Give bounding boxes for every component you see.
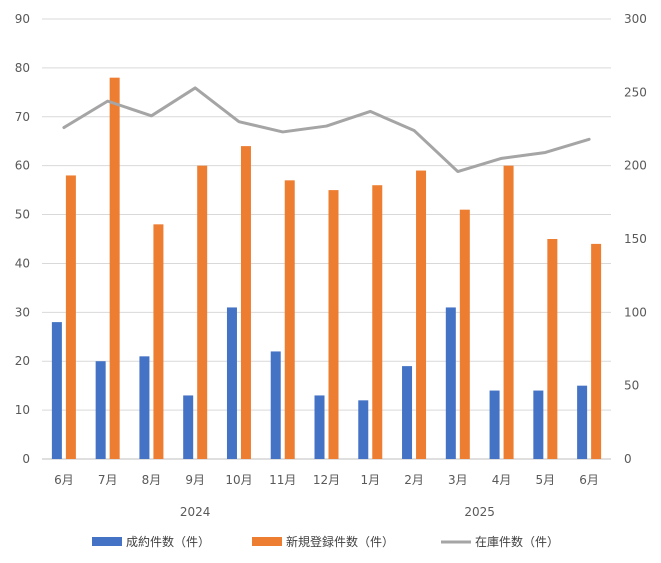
x-tick-label: 5月 (536, 473, 556, 487)
legend-label: 在庫件数（件） (475, 534, 559, 549)
x-tick-label: 12月 (313, 473, 340, 487)
bar-contracts (314, 395, 325, 459)
left-tick-label: 90 (15, 12, 30, 26)
bar-contracts (489, 390, 500, 459)
x-tick-label: 4月 (492, 473, 512, 487)
right-tick-label: 0 (624, 452, 632, 466)
bar-new-listings (547, 239, 558, 459)
bar-new-listings (328, 190, 339, 459)
bar-contracts (577, 385, 588, 459)
x-tick-label: 1月 (360, 473, 380, 487)
legend-label: 成約件数（件） (126, 534, 210, 549)
x-tick-label: 11月 (269, 473, 296, 487)
right-tick-label: 150 (624, 232, 647, 246)
bar-contracts (402, 366, 413, 459)
bar-new-listings (459, 209, 470, 459)
x-tick-label: 6月 (579, 473, 599, 487)
left-tick-label: 40 (15, 256, 30, 270)
x-tick-label: 6月 (54, 473, 74, 487)
right-y-axis: 0 50 100 150 200 250 300 (624, 12, 647, 466)
bar-contracts (533, 390, 544, 459)
bar-contracts (95, 361, 106, 459)
right-tick-label: 100 (624, 305, 647, 319)
left-tick-label: 60 (15, 159, 30, 173)
right-tick-label: 300 (624, 12, 647, 26)
bar-new-listings (240, 146, 251, 459)
left-tick-label: 20 (15, 354, 30, 368)
bar-contracts (51, 322, 62, 459)
x-axis: 6月 7月 8月 9月 10月 11月 12月 1月 2月 3月 4月 5月 6月 2024 2025 (54, 473, 599, 519)
x-tick-label: 9月 (185, 473, 205, 487)
x-tick-label: 2月 (404, 473, 424, 487)
gridlines (42, 18, 611, 460)
bars (51, 77, 602, 460)
bar-contracts (183, 395, 194, 459)
year-label: 2025 (464, 505, 495, 519)
right-tick-label: 200 (624, 159, 647, 173)
left-tick-label: 0 (22, 452, 30, 466)
left-y-axis: 0 10 20 30 40 50 60 70 80 90 (15, 12, 30, 466)
left-tick-label: 50 (15, 208, 30, 222)
bar-contracts (358, 400, 369, 459)
x-tick-label: 8月 (142, 473, 162, 487)
year-label: 2024 (180, 505, 211, 519)
legend-label: 新規登録件数（件） (286, 534, 394, 549)
x-tick-label: 10月 (225, 473, 252, 487)
bar-new-listings (416, 170, 427, 460)
legend: 成約件数（件） 新規登録件数（件） 在庫件数（件） (92, 534, 559, 549)
bar-new-listings (503, 165, 514, 459)
x-tick-label: 3月 (448, 473, 468, 487)
x-tick-label: 7月 (98, 473, 118, 487)
left-tick-label: 10 (15, 403, 30, 417)
bar-contracts (226, 307, 237, 459)
left-tick-label: 30 (15, 305, 30, 319)
inventory-line (62, 86, 591, 174)
bar-new-listings (197, 165, 208, 459)
bar-contracts (270, 351, 281, 459)
legend-swatch (92, 537, 122, 546)
bar-contracts (139, 356, 150, 459)
right-tick-label: 50 (624, 379, 639, 393)
inventory-series-line (62, 86, 591, 174)
bar-new-listings (65, 175, 76, 459)
right-tick-label: 250 (624, 85, 647, 99)
left-tick-label: 80 (15, 61, 30, 75)
bar-new-listings (591, 243, 602, 459)
bar-new-listings (153, 224, 164, 459)
legend-swatch (252, 537, 282, 546)
bar-new-listings (109, 77, 120, 460)
bar-new-listings (372, 185, 383, 459)
left-tick-label: 70 (15, 110, 30, 124)
bar-contracts (445, 307, 456, 459)
bar-new-listings (284, 180, 295, 460)
